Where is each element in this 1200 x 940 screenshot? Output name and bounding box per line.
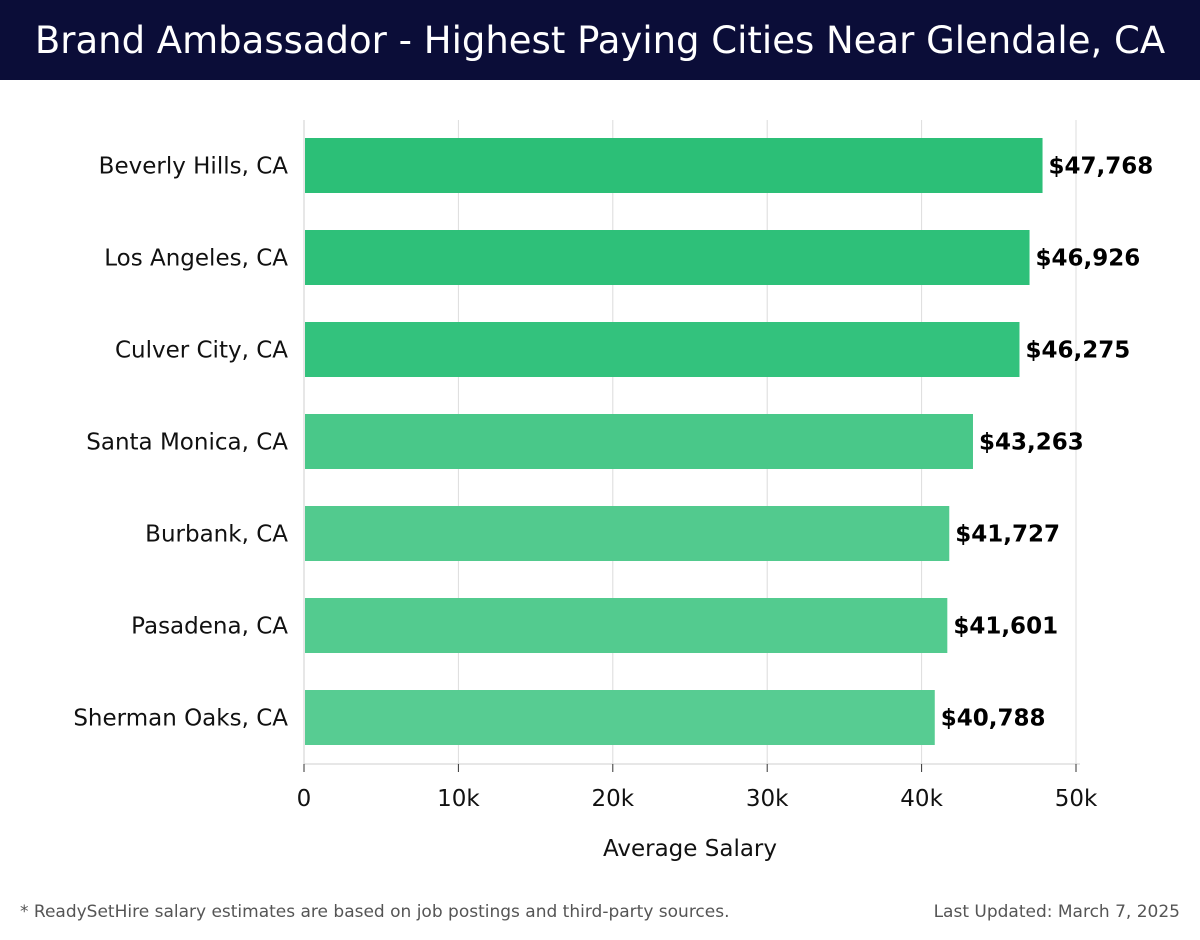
header-bar: Brand Ambassador - Highest Paying Cities… (0, 0, 1200, 80)
category-label-4: Burbank, CA (145, 522, 288, 548)
bar-6 (305, 690, 935, 745)
value-label-0: $47,768 (1049, 154, 1154, 180)
category-label-6: Sherman Oaks, CA (73, 706, 288, 732)
last-updated: Last Updated: March 7, 2025 (933, 902, 1180, 922)
category-label-2: Culver City, CA (115, 338, 288, 364)
value-label-5: $41,601 (953, 614, 1058, 640)
x-tick-label-2: 20k (592, 786, 635, 812)
x-tick-label-1: 10k (437, 786, 480, 812)
bar-0 (305, 138, 1043, 193)
x-axis-label: Average Salary (603, 836, 777, 862)
value-label-6: $40,788 (941, 706, 1046, 732)
bar-3 (305, 414, 973, 469)
value-label-3: $43,263 (979, 430, 1084, 456)
bar-2 (305, 322, 1020, 377)
x-tick-label-4: 40k (900, 786, 943, 812)
value-label-2: $46,275 (1025, 338, 1130, 364)
category-label-0: Beverly Hills, CA (99, 154, 289, 180)
x-tick-label-3: 30k (746, 786, 789, 812)
category-label-1: Los Angeles, CA (104, 246, 288, 272)
bar-4 (305, 506, 950, 561)
value-label-4: $41,727 (955, 522, 1060, 548)
bar-1 (305, 230, 1030, 285)
footer-note: * ReadySetHire salary estimates are base… (20, 902, 730, 922)
bar-5 (305, 598, 948, 653)
x-tick-label-0: 0 (297, 786, 312, 812)
category-label-5: Pasadena, CA (131, 614, 288, 640)
x-tick-label-5: 50k (1055, 786, 1098, 812)
chart-title: Brand Ambassador - Highest Paying Cities… (34, 18, 1166, 62)
value-label-1: $46,926 (1036, 246, 1141, 272)
category-label-3: Santa Monica, CA (86, 430, 288, 456)
